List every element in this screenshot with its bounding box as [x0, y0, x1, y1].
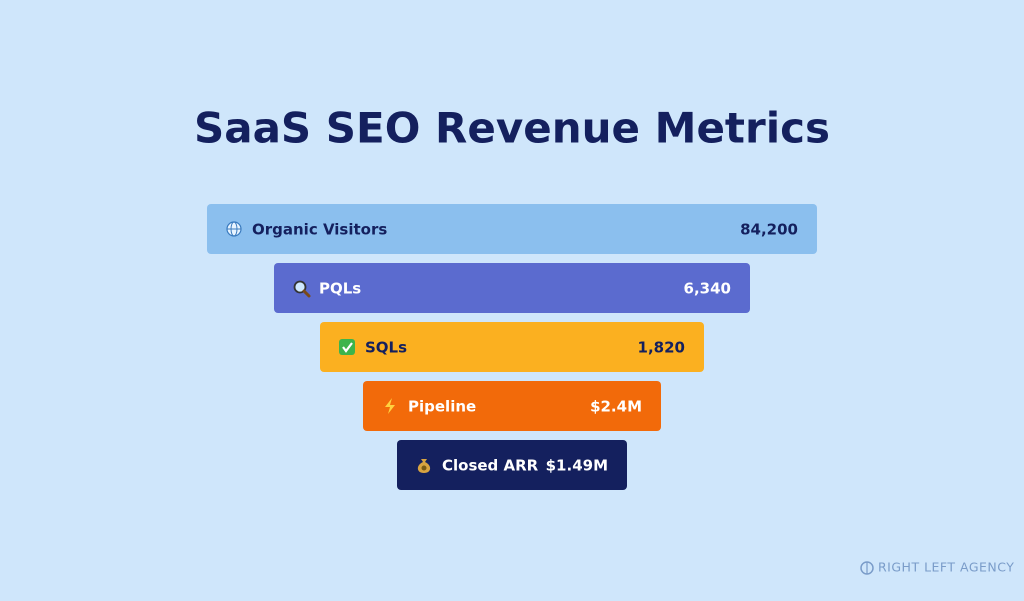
- stage-bar: [397, 440, 627, 490]
- funnel-stage: Pipeline $2.4M: [363, 381, 661, 431]
- funnel-stage: PQLs 6,340: [274, 263, 750, 313]
- stage-label: SQLs: [365, 339, 407, 357]
- bolt-icon: [385, 398, 395, 414]
- stage-bar: [320, 322, 704, 372]
- funnel-stage: SQLs 1,820: [320, 322, 704, 372]
- stage-bar: [207, 204, 817, 254]
- stage-bar: [274, 263, 750, 313]
- title: SaaS SEO Revenue Metrics: [194, 104, 830, 153]
- funnel-stage: Organic Visitors 84,200: [207, 204, 817, 254]
- check-mark: [342, 342, 353, 353]
- stage-value: 84,200: [740, 221, 798, 239]
- stage-value: 6,340: [684, 280, 731, 298]
- stage-label: PQLs: [319, 280, 361, 298]
- moneybag-coin: [421, 465, 427, 471]
- stage-label: Organic Visitors: [252, 221, 387, 239]
- stage-label: Pipeline: [408, 398, 476, 416]
- magnifier-icon: [293, 280, 307, 294]
- stage-value: $2.4M: [590, 398, 642, 416]
- brand: RIGHT LEFT AGENCY: [878, 560, 1014, 575]
- stage-value: 1,820: [638, 339, 685, 357]
- check-icon: [339, 339, 355, 355]
- magnifier-handle: [302, 289, 311, 298]
- stage-label: Closed ARR: [442, 457, 539, 475]
- funnel-stage: Closed ARR $1.49M: [397, 440, 627, 490]
- stage-bar: [363, 381, 661, 431]
- brand-logo: [860, 561, 874, 575]
- stage-value: $1.49M: [546, 457, 608, 475]
